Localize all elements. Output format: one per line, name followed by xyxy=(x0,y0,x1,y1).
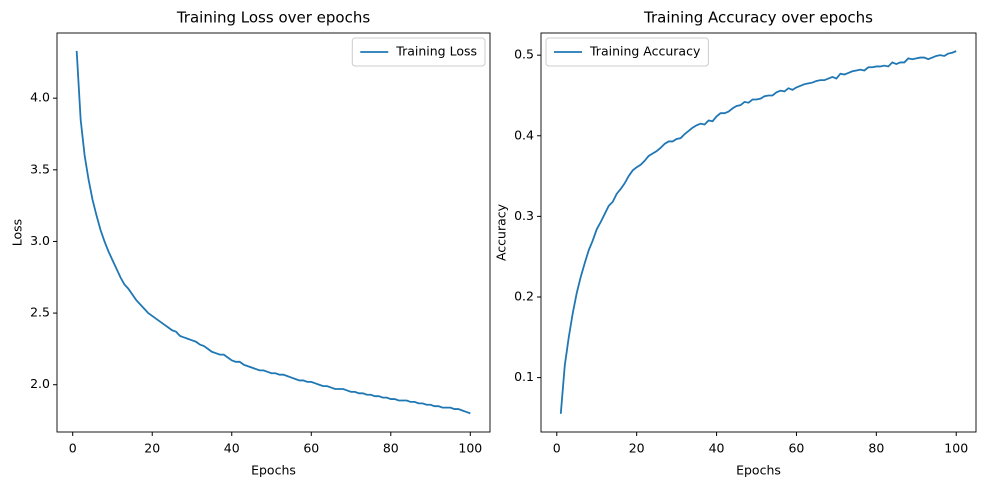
legend: Training Accuracy xyxy=(545,37,709,67)
x-tick-label: 0 xyxy=(69,441,77,456)
subplot-title: Training Loss over epochs xyxy=(176,9,371,27)
x-tick-label: 60 xyxy=(303,441,319,456)
subplot: Training Accuracy over epochs Epochs Accur… xyxy=(494,9,977,478)
y-tick-label: 3.5 xyxy=(30,161,50,176)
subplot-title: Training Accuracy over epochs xyxy=(643,9,873,27)
x-axis-label: Epochs xyxy=(736,463,781,478)
y-tick-label: 3.0 xyxy=(30,233,50,248)
legend-label: Training Loss xyxy=(395,44,477,59)
x-tick-label: 100 xyxy=(458,441,482,456)
y-axis-label: Loss xyxy=(10,219,25,246)
x-tick-label: 100 xyxy=(944,441,968,456)
x-tick-label: 20 xyxy=(629,441,645,456)
y-tick-label: 0.2 xyxy=(514,288,534,303)
y-tick-label: 0.1 xyxy=(514,369,534,384)
axes-frame xyxy=(540,32,977,433)
x-tick-label: 60 xyxy=(788,441,804,456)
y-tick-label: 2.0 xyxy=(30,376,50,391)
y-tick-label: 0.5 xyxy=(514,47,534,62)
x-tick-label: 0 xyxy=(553,441,561,456)
y-axis-label: Accuracy xyxy=(494,203,509,261)
x-tick-label: 40 xyxy=(224,441,240,456)
series-line xyxy=(559,50,957,414)
x-tick-label: 80 xyxy=(868,441,884,456)
legend-label: Training Accuracy xyxy=(589,44,701,59)
y-tick-label: 2.5 xyxy=(30,305,50,320)
y-tick-label: 0.4 xyxy=(514,127,534,142)
legend-frame xyxy=(545,37,709,67)
axes-frame xyxy=(56,32,491,433)
x-tick-label: 80 xyxy=(383,441,399,456)
x-axis-label: Epochs xyxy=(251,463,296,478)
legend: Training Loss xyxy=(351,37,486,67)
legend-frame xyxy=(351,37,486,67)
x-tick-label: 20 xyxy=(144,441,160,456)
x-tick-label: 40 xyxy=(709,441,725,456)
y-tick-label: 4.0 xyxy=(30,90,50,105)
y-tick-label: 0.3 xyxy=(514,208,534,223)
series-line xyxy=(75,50,471,415)
subplot: Training Loss over epochs Epochs Loss 0 20 40… xyxy=(10,9,491,478)
